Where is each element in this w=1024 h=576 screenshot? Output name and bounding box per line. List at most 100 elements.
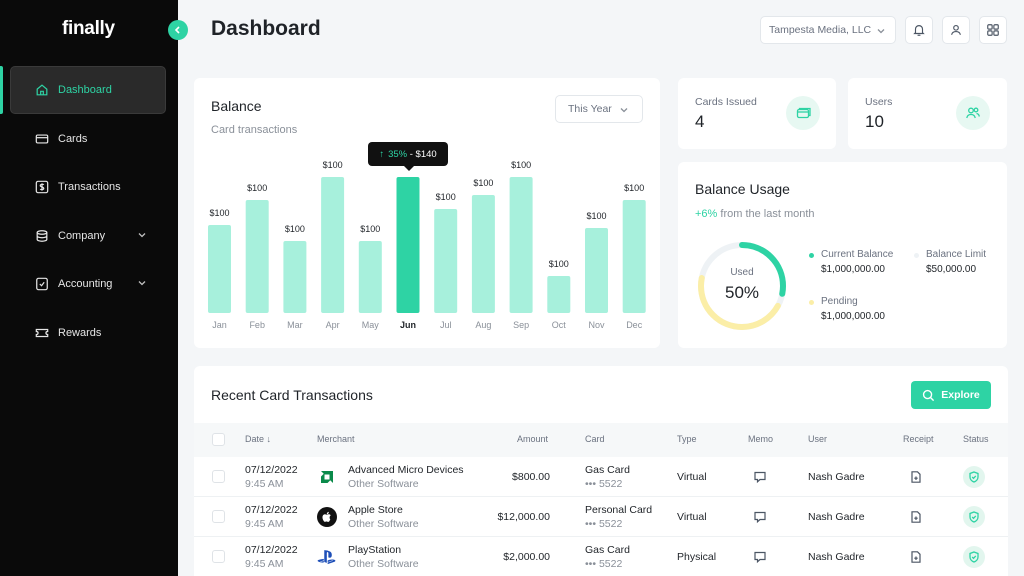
- bar-sep[interactable]: [509, 177, 533, 313]
- bar-value-label: $100: [511, 160, 531, 170]
- search-icon: [922, 389, 935, 402]
- row-merchant[interactable]: Apple Store: [348, 504, 403, 516]
- sidebar-item-cards[interactable]: Cards: [0, 115, 178, 163]
- database-icon: [34, 228, 50, 244]
- sidebar-item-label: Accounting: [58, 278, 113, 290]
- user-icon: [949, 23, 963, 37]
- col-receipt: Receipt: [903, 434, 934, 444]
- bar-nov[interactable]: [585, 228, 608, 313]
- profile-button[interactable]: [942, 16, 970, 44]
- row-amount: $2,000.00: [503, 551, 550, 563]
- row-user: Nash Gadre: [808, 511, 865, 523]
- bar-value-label: $100: [436, 192, 456, 202]
- x-tick-label: Dec: [626, 320, 643, 330]
- period-select[interactable]: This Year: [555, 95, 643, 123]
- page-title: Dashboard: [211, 17, 321, 40]
- explore-button[interactable]: Explore: [911, 381, 991, 409]
- row-category: Other Software: [348, 518, 419, 530]
- bar-mar[interactable]: [283, 241, 307, 313]
- bar-aug[interactable]: [471, 195, 495, 313]
- bar-feb[interactable]: [245, 200, 269, 313]
- memo-icon[interactable]: [753, 470, 767, 484]
- sidebar-item-transactions[interactable]: Transactions: [0, 163, 178, 211]
- x-tick-label: Oct: [552, 320, 567, 330]
- select-all-checkbox[interactable]: [212, 433, 225, 446]
- memo-icon[interactable]: [753, 550, 767, 564]
- row-merchant[interactable]: PlayStation: [348, 544, 402, 556]
- x-tick-label: Jan: [212, 320, 227, 330]
- row-date: 07/12/2022: [245, 464, 298, 476]
- row-merchant[interactable]: Advanced Micro Devices: [348, 464, 464, 476]
- table-row[interactable]: 07/12/2022 9:45 AM Apple Store Other Softwa…: [194, 497, 1008, 537]
- col-memo: Memo: [748, 434, 774, 444]
- bar-value-label: $100: [285, 224, 305, 234]
- col-status: Status: [963, 434, 989, 444]
- balance-usage-title: Balance Usage: [695, 181, 790, 197]
- sidebar-item-label: Transactions: [58, 181, 121, 193]
- row-amount: $800.00: [512, 471, 550, 483]
- memo-icon[interactable]: [753, 510, 767, 524]
- collapse-sidebar-button[interactable]: [168, 20, 188, 40]
- legend-label: Balance Limit: [926, 249, 987, 260]
- tooltip-amount: - $140: [409, 148, 437, 160]
- row-date: 07/12/2022: [245, 504, 298, 516]
- cards-issued-card: Cards Issued 4: [678, 78, 836, 149]
- row-checkbox[interactable]: [212, 470, 225, 483]
- legend-dot: [809, 253, 814, 258]
- bar-may[interactable]: [358, 241, 382, 313]
- receipt-icon[interactable]: [909, 550, 923, 564]
- sidebar-item-label: Cards: [58, 132, 88, 145]
- bar-jan[interactable]: [208, 225, 231, 313]
- bar-jul[interactable]: [434, 209, 458, 313]
- balance-subtitle: Card transactions: [211, 124, 298, 136]
- ticket-icon: [34, 325, 50, 341]
- sidebar-item-company[interactable]: Company: [0, 212, 178, 260]
- status-verified-icon: [963, 506, 985, 528]
- row-checkbox[interactable]: [212, 550, 225, 563]
- apps-button[interactable]: [979, 16, 1007, 44]
- status-verified-icon: [963, 466, 985, 488]
- sidebar-item-dashboard[interactable]: Dashboard: [0, 66, 178, 114]
- col-date[interactable]: Date ↓: [245, 434, 271, 444]
- table-row[interactable]: 07/12/2022 9:45 AM Advanced Micro Devices O…: [194, 457, 1008, 497]
- bar-dec[interactable]: [622, 200, 646, 313]
- balance-title: Balance: [211, 98, 262, 114]
- legend-dot: [809, 300, 814, 305]
- row-time: 9:45 AM: [245, 478, 284, 490]
- apple-logo: [317, 507, 337, 527]
- period-value: This Year: [568, 103, 612, 115]
- x-tick-label: Nov: [588, 320, 605, 330]
- receipt-icon[interactable]: [909, 510, 923, 524]
- row-checkbox[interactable]: [212, 510, 225, 523]
- row-date: 07/12/2022: [245, 544, 298, 556]
- bar-value-label: $100: [247, 183, 267, 193]
- bar-value-label: $100: [549, 259, 569, 269]
- col-merchant: Merchant: [317, 434, 355, 444]
- col-card: Card: [585, 434, 605, 444]
- row-category: Other Software: [348, 558, 419, 570]
- row-card-number: ••• 5522: [585, 518, 623, 530]
- x-tick-label: Sep: [513, 320, 529, 330]
- company-select[interactable]: Tampesta Media, LLC: [760, 16, 896, 44]
- bar-apr[interactable]: [321, 177, 345, 313]
- row-card: Personal Card: [585, 504, 653, 516]
- home-icon: [34, 82, 50, 98]
- sidebar-item-rewards[interactable]: Rewards: [0, 309, 178, 357]
- notifications-button[interactable]: [905, 16, 933, 44]
- legend-dot: [914, 253, 919, 258]
- balance-card: Balance Card transactions This Year $100…: [194, 78, 660, 348]
- bar-jun[interactable]: [396, 177, 420, 313]
- sidebar-item-accounting[interactable]: Accounting: [0, 260, 178, 308]
- donut-value: 50%: [724, 283, 760, 302]
- receipt-icon[interactable]: [909, 470, 923, 484]
- sidebar-item-label: Dashboard: [58, 84, 112, 96]
- table-row[interactable]: 07/12/2022 9:45 AM PlayStation Other Softwa…: [194, 537, 1008, 576]
- x-tick-label: Jun: [400, 320, 416, 330]
- row-card: Gas Card: [585, 464, 630, 476]
- legend-label: Current Balance: [821, 249, 894, 260]
- bar-oct[interactable]: [547, 276, 571, 313]
- playstation-logo: [317, 547, 337, 567]
- row-amount: $12,000.00: [497, 511, 550, 523]
- change-percent: +6%: [695, 208, 718, 220]
- app-logo[interactable]: finally: [62, 18, 115, 39]
